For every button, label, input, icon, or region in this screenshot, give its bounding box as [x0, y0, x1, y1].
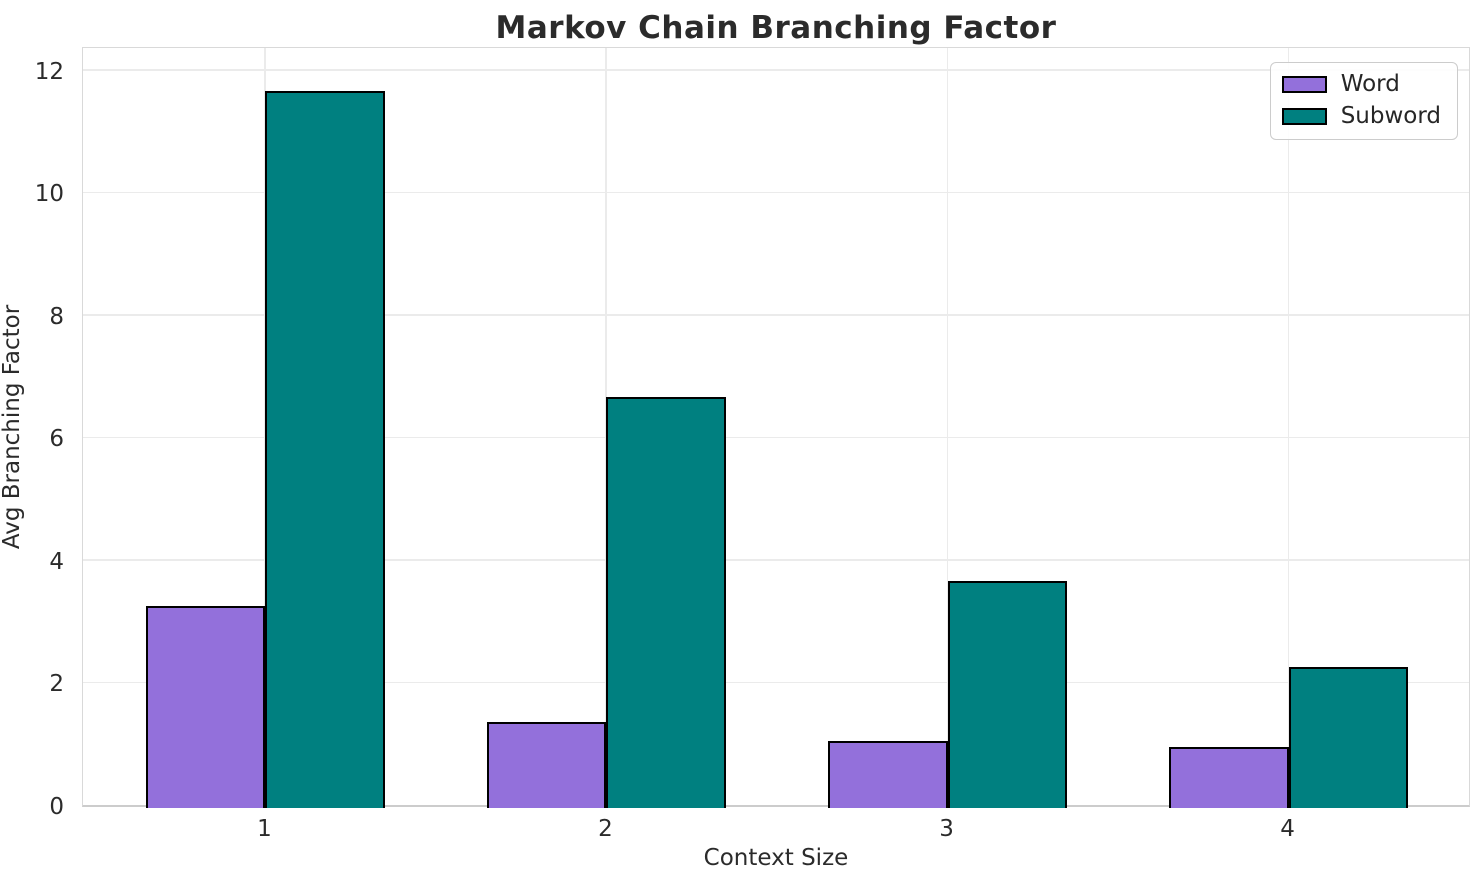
- x-gridline: [1287, 48, 1290, 805]
- x-gridline: [264, 48, 266, 805]
- y-gridline: [83, 559, 1469, 561]
- bar-word-ctx3: [828, 740, 948, 808]
- y-gridline: [83, 314, 1469, 316]
- legend-swatch-word: [1281, 76, 1327, 94]
- legend-item-subword: Subword: [1281, 103, 1441, 130]
- x-tick-label: 1: [257, 816, 272, 842]
- legend-item-word: Word: [1281, 71, 1441, 97]
- legend-label: Word: [1340, 71, 1400, 97]
- y-tick-label: 4: [49, 548, 64, 575]
- y-gridline: [83, 191, 1469, 194]
- y-tick-label: 6: [49, 426, 64, 453]
- bar-subword-ctx4: [1288, 667, 1408, 808]
- x-tick-label: 3: [939, 816, 954, 842]
- chart-title: Markov Chain Branching Factor: [495, 10, 1057, 46]
- x-tick-label: 2: [598, 816, 613, 842]
- y-gridline: [83, 681, 1469, 684]
- bar-word-ctx1: [146, 605, 266, 808]
- y-tick-label: 12: [34, 58, 64, 85]
- y-gridline: [83, 69, 1469, 71]
- x-gridline: [946, 48, 949, 805]
- x-axis-label: Context Size: [703, 845, 849, 871]
- bar-word-ctx4: [1169, 746, 1289, 808]
- y-tick-label: 0: [49, 794, 64, 820]
- legend-label: Subword: [1340, 103, 1441, 130]
- bar-subword-ctx3: [947, 581, 1067, 808]
- y-axis-label-text: Avg Branching Factor: [0, 304, 25, 550]
- y-tick-label: 2: [49, 671, 64, 698]
- bar-word-ctx2: [487, 722, 607, 808]
- y-tick-label: 10: [34, 181, 64, 208]
- legend-swatch-subword: [1281, 108, 1327, 126]
- legend: Word Subword: [1269, 62, 1458, 140]
- x-tick-label: 4: [1280, 816, 1295, 842]
- bar-subword-ctx2: [606, 397, 726, 808]
- x-gridline: [605, 48, 607, 805]
- bar-subword-ctx1: [265, 90, 385, 808]
- y-gridline: [83, 436, 1469, 439]
- plot-area: Word Subword: [82, 47, 1470, 808]
- y-tick-label: 8: [49, 303, 64, 330]
